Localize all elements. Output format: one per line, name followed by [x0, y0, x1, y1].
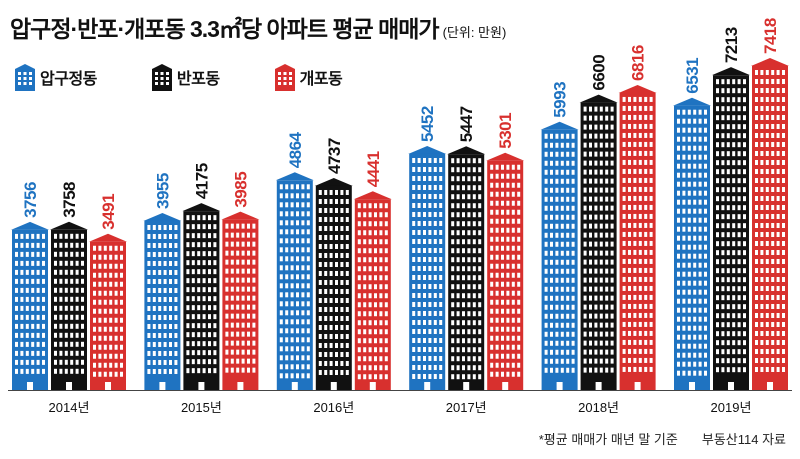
unit-label: (단위: 만원) — [442, 25, 507, 40]
legend-building-icon-gaepo — [274, 64, 295, 91]
data-label-banpo-2016년: 4737 — [325, 138, 344, 174]
bar-gaepo-2016년 — [353, 191, 392, 390]
data-label-gaepo-2019년: 7418 — [761, 18, 780, 54]
data-label-gaepo-2016년: 4441 — [364, 151, 383, 187]
x-tick-label-2014년: 2014년 — [49, 400, 90, 415]
bar-group-2019년 — [673, 58, 789, 390]
data-label-banpo-2017년: 5447 — [457, 106, 476, 142]
legend-building-icon-apgujeong — [15, 64, 35, 91]
bar-group-2015년 — [143, 203, 260, 390]
chart-title-text: 압구정·반포·개포동 3.3㎡당 아파트 평균 매매가 — [10, 16, 440, 42]
x-tick-label-2016년: 2016년 — [313, 400, 354, 415]
bar-apgujeong-2019년 — [673, 97, 711, 390]
legend-item-gaepo: 개포동 — [274, 63, 343, 91]
bar-banpo-2017년 — [447, 146, 486, 390]
legend-item-apgujeong: 압구정동 — [14, 63, 97, 91]
data-label-banpo-2019년: 7213 — [722, 27, 741, 63]
bar-group-2016년 — [275, 172, 392, 390]
legend-item-banpo: 반포동 — [151, 63, 220, 91]
footnote-note: *평균 매매가 매년 말 기준 — [538, 432, 678, 447]
legend-label-apgujeong: 압구정동 — [40, 71, 97, 88]
legend-label-gaepo: 개포동 — [299, 71, 343, 88]
x-tick-label-2019년: 2019년 — [711, 400, 752, 415]
data-label-apgujeong-2017년: 5452 — [418, 106, 437, 142]
bar-banpo-2014년 — [50, 221, 88, 390]
data-label-apgujeong-2018년: 5993 — [551, 82, 570, 118]
x-tick-label-2015년: 2015년 — [181, 400, 222, 415]
data-label-apgujeong-2015년: 3955 — [153, 173, 172, 209]
data-label-gaepo-2018년: 6816 — [629, 45, 648, 81]
x-tick-label-2018년: 2018년 — [578, 400, 619, 415]
data-label-gaepo-2014년: 3491 — [99, 194, 118, 230]
bar-banpo-2018년 — [579, 94, 618, 390]
legend: 압구정동 반포동 개포동 — [14, 63, 343, 91]
data-label-apgujeong-2016년: 4864 — [286, 131, 305, 168]
bar-banpo-2019년 — [712, 67, 750, 390]
data-label-apgujeong-2014년: 3756 — [21, 182, 40, 218]
legend-building-icon-banpo — [151, 64, 172, 91]
footnote: *평균 매매가 매년 말 기준 부동산114 자료 — [539, 429, 786, 448]
bar-apgujeong-2018년 — [540, 121, 579, 391]
bar-apgujeong-2016년 — [275, 172, 314, 390]
data-label-apgujeong-2019년: 6531 — [683, 58, 702, 94]
bar-group-2017년 — [408, 145, 525, 390]
data-label-banpo-2015년: 4175 — [192, 163, 211, 199]
bar-gaepo-2019년 — [751, 58, 789, 390]
bar-banpo-2015년 — [182, 203, 221, 390]
bar-apgujeong-2015년 — [143, 212, 182, 390]
bar-apgujeong-2014년 — [11, 221, 49, 390]
data-label-banpo-2014년: 3758 — [60, 182, 79, 218]
bar-group-2018년 — [540, 84, 657, 391]
data-label-gaepo-2015년: 3985 — [231, 172, 250, 208]
bar-apgujeong-2017년 — [408, 145, 447, 390]
x-tick-label-2017년: 2017년 — [446, 400, 487, 415]
footnote-source: 부동산114 자료 — [701, 432, 786, 447]
bar-gaepo-2017년 — [486, 152, 525, 390]
bar-gaepo-2014년 — [89, 233, 127, 390]
bar-gaepo-2018년 — [618, 84, 657, 390]
chart-title: 압구정·반포·개포동 3.3㎡당 아파트 평균 매매가 (단위: 만원) — [10, 10, 506, 44]
data-label-gaepo-2017년: 5301 — [496, 113, 515, 149]
bar-gaepo-2015년 — [221, 211, 260, 390]
data-label-banpo-2018년: 6600 — [590, 55, 609, 91]
bar-banpo-2016년 — [314, 177, 353, 390]
legend-label-banpo: 반포동 — [176, 71, 220, 88]
bar-group-2014년 — [11, 221, 127, 390]
